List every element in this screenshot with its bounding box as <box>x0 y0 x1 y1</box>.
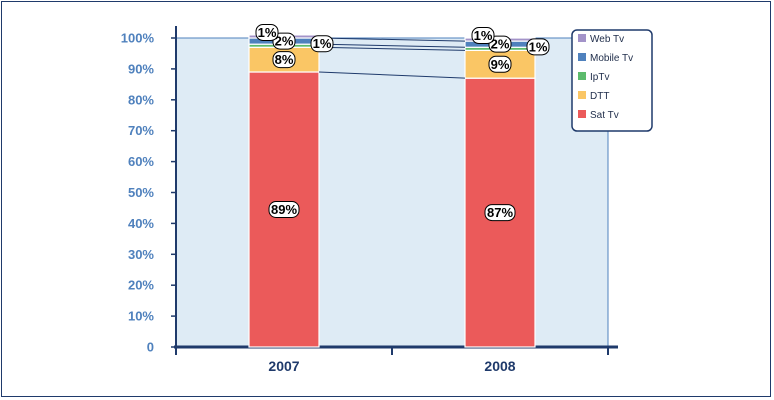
legend-swatch <box>578 91 586 99</box>
data-label-box <box>268 200 300 218</box>
data-label-box <box>471 27 495 45</box>
data-label-box <box>488 55 512 73</box>
data-label-box <box>484 204 516 222</box>
y-tick-label: 40% <box>128 216 154 231</box>
data-label-box <box>488 35 512 53</box>
data-label: 1% <box>474 28 493 43</box>
series-connector-line <box>318 46 466 51</box>
data-label: 1% <box>313 36 332 51</box>
data-label: 2% <box>275 34 294 49</box>
data-label-box <box>310 35 334 53</box>
data-label: 87% <box>487 205 513 220</box>
legend-swatch <box>578 53 586 61</box>
data-label: 89% <box>271 202 297 217</box>
y-tick-label: 10% <box>128 309 154 324</box>
y-tick-label: 70% <box>128 123 154 138</box>
y-tick-label: 0 <box>147 340 154 355</box>
legend-label: DTT <box>590 91 609 102</box>
plot-area <box>175 37 609 348</box>
y-tick-label: 30% <box>128 247 154 262</box>
data-label: 9% <box>491 57 510 72</box>
y-tick-label: 20% <box>128 278 154 293</box>
y-tick-label: 80% <box>128 92 154 107</box>
data-label: 1% <box>258 25 277 40</box>
legend <box>571 29 653 132</box>
data-label-box <box>272 32 296 50</box>
legend-label: Web Tv <box>590 34 624 45</box>
legend-label: Mobile Tv <box>590 53 633 64</box>
legend-label: Sat Tv <box>590 110 619 121</box>
legend-swatch <box>578 34 586 42</box>
legend-swatch <box>578 110 586 118</box>
data-label: 2% <box>491 37 510 52</box>
y-tick-label: 60% <box>128 154 154 169</box>
series-connector-line <box>318 37 466 42</box>
x-tick-label: 2008 <box>484 358 515 374</box>
y-tick-label: 50% <box>128 185 154 200</box>
x-tick-label: 2007 <box>268 358 299 374</box>
data-label-box <box>272 51 296 69</box>
series-connector-line <box>318 71 466 79</box>
series-connector-line <box>318 43 466 48</box>
legend-swatch <box>578 72 586 80</box>
data-label: 8% <box>275 52 294 67</box>
data-label-box <box>526 38 550 56</box>
y-tick-label: 100% <box>121 31 155 46</box>
data-label: 1% <box>529 39 548 54</box>
legend-label: IpTv <box>590 72 609 83</box>
data-label-box <box>255 23 279 41</box>
y-tick-label: 90% <box>128 61 154 76</box>
